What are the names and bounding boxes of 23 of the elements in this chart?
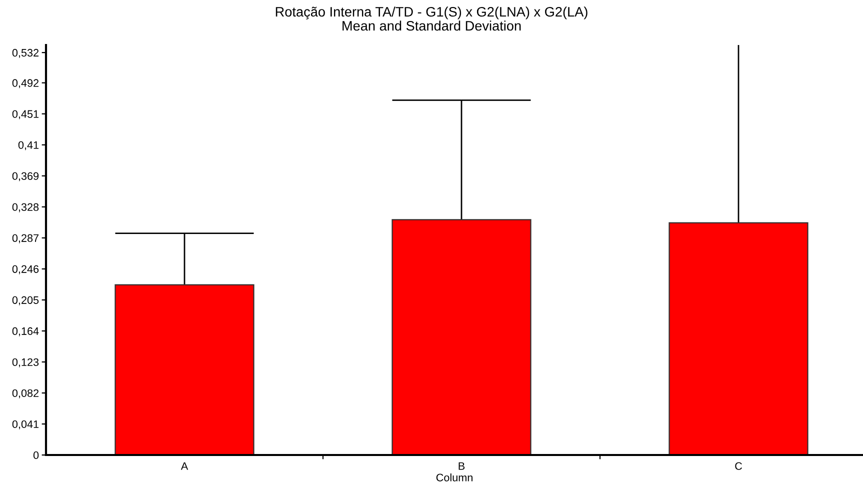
y-tick-label: 0,082 (12, 389, 39, 398)
x-tick-label: C (735, 462, 742, 470)
y-tick-label: 0,532 (12, 48, 39, 58)
chart-subtitle: Mean and Standard Deviation (342, 20, 521, 31)
x-tick-label: B (458, 462, 465, 470)
y-tick-label: 0,492 (12, 79, 39, 88)
y-tick-label: 0,451 (12, 110, 39, 120)
y-tick-label: 0,328 (12, 203, 39, 212)
y-tick-label: 0,369 (12, 172, 39, 182)
y-tick-label: 0,164 (12, 327, 39, 336)
y-tick-label: 0,041 (12, 420, 39, 430)
chart-title: Rotação Interna TA/TD - G1(S) x G2(LNA) x G2(LA) (276, 6, 588, 20)
y-tick-label: 0,205 (12, 296, 39, 306)
y-tick-label: 0,287 (12, 234, 39, 244)
y-tick-label: 0 (33, 451, 39, 460)
y-tick-label: 0,246 (12, 265, 39, 274)
bar (392, 219, 532, 455)
x-axis-title: Column (436, 473, 472, 482)
y-tick-label: 0,41 (18, 141, 39, 150)
bar (114, 284, 254, 455)
bar (668, 222, 808, 455)
y-tick-label: 0,123 (12, 358, 39, 368)
x-tick-label: A (180, 462, 188, 470)
